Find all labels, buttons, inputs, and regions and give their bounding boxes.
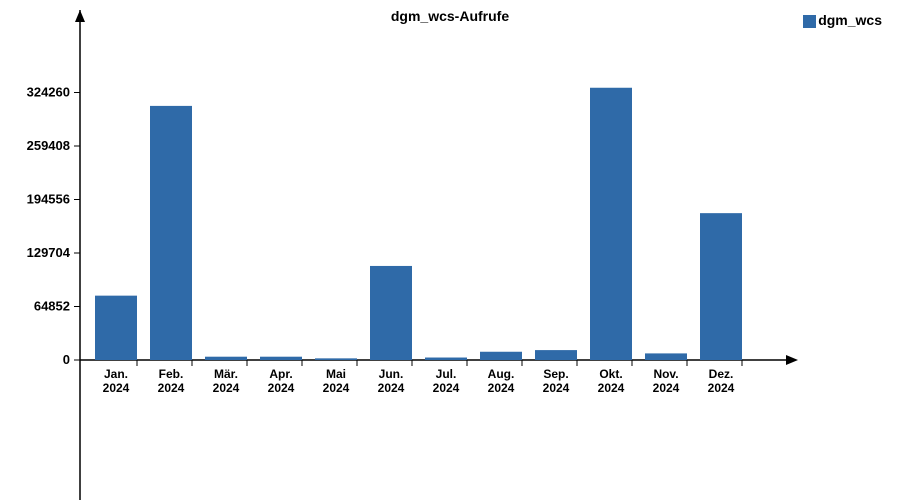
bar xyxy=(205,357,247,360)
svg-text:0: 0 xyxy=(63,352,70,367)
svg-text:259408: 259408 xyxy=(27,138,70,153)
svg-text:2024: 2024 xyxy=(268,381,295,395)
legend-swatch xyxy=(803,15,816,28)
svg-text:Dez.: Dez. xyxy=(709,367,734,381)
svg-text:Jul.: Jul. xyxy=(436,367,457,381)
svg-text:2024: 2024 xyxy=(323,381,350,395)
svg-text:129704: 129704 xyxy=(27,245,71,260)
bar xyxy=(150,106,192,360)
svg-text:Jun.: Jun. xyxy=(379,367,404,381)
chart-title: dgm_wcs-Aufrufe xyxy=(0,8,900,24)
bar xyxy=(700,213,742,360)
bar xyxy=(535,350,577,360)
svg-text:324260: 324260 xyxy=(27,84,70,99)
svg-text:2024: 2024 xyxy=(598,381,625,395)
legend: dgm_wcs xyxy=(803,12,882,28)
svg-text:Feb.: Feb. xyxy=(159,367,184,381)
bar-chart: 064852129704194556259408324260Jan.2024Fe… xyxy=(0,0,900,500)
bar xyxy=(480,352,522,360)
bar xyxy=(95,296,137,360)
svg-text:Mai: Mai xyxy=(326,367,346,381)
svg-text:Jan.: Jan. xyxy=(104,367,128,381)
chart-container: dgm_wcs-Aufrufe dgm_wcs 0 64852 129704 1945… xyxy=(0,0,900,500)
svg-text:2024: 2024 xyxy=(708,381,735,395)
svg-text:Nov.: Nov. xyxy=(653,367,678,381)
svg-text:64852: 64852 xyxy=(34,298,70,313)
bar xyxy=(370,266,412,360)
bar xyxy=(315,358,357,360)
svg-text:Mär.: Mär. xyxy=(214,367,238,381)
svg-text:2024: 2024 xyxy=(158,381,185,395)
bar xyxy=(425,358,467,360)
svg-text:2024: 2024 xyxy=(433,381,460,395)
svg-text:Sep.: Sep. xyxy=(543,367,568,381)
svg-text:Okt.: Okt. xyxy=(599,367,622,381)
svg-text:2024: 2024 xyxy=(543,381,570,395)
svg-text:2024: 2024 xyxy=(213,381,240,395)
svg-text:194556: 194556 xyxy=(27,191,70,206)
legend-label: dgm_wcs xyxy=(818,12,882,28)
svg-text:Aug.: Aug. xyxy=(488,367,515,381)
bar xyxy=(590,88,632,360)
svg-text:2024: 2024 xyxy=(103,381,130,395)
bar xyxy=(645,353,687,360)
svg-text:2024: 2024 xyxy=(378,381,405,395)
bar xyxy=(260,357,302,360)
svg-text:2024: 2024 xyxy=(488,381,515,395)
svg-text:2024: 2024 xyxy=(653,381,680,395)
svg-text:Apr.: Apr. xyxy=(269,367,292,381)
